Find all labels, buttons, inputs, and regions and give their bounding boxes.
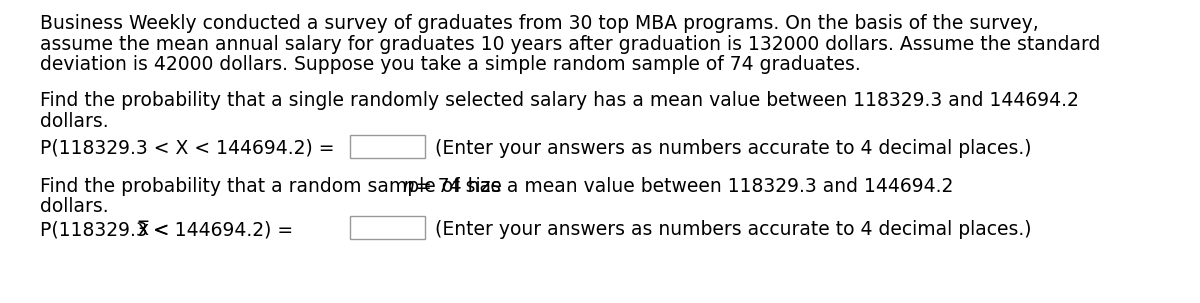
Text: (Enter your answers as numbers accurate to 4 decimal places.): (Enter your answers as numbers accurate … xyxy=(436,138,1032,158)
Text: P(118329.3 < X < 144694.2) =: P(118329.3 < X < 144694.2) = xyxy=(40,138,335,158)
Text: = 74 has a mean value between 118329.3 and 144694.2: = 74 has a mean value between 118329.3 a… xyxy=(410,177,953,196)
FancyBboxPatch shape xyxy=(350,216,425,239)
Text: dollars.: dollars. xyxy=(40,198,109,217)
Text: n: n xyxy=(402,177,414,196)
Text: deviation is 42000 dollars. Suppose you take a simple random sample of 74 gradua: deviation is 42000 dollars. Suppose you … xyxy=(40,55,860,74)
FancyBboxPatch shape xyxy=(350,135,425,158)
Text: x̅: x̅ xyxy=(137,220,148,239)
Text: assume the mean annual salary for graduates 10 years after graduation is 132000 : assume the mean annual salary for gradua… xyxy=(40,35,1100,54)
Text: < 144694.2) =: < 144694.2) = xyxy=(148,220,293,239)
Text: Find the probability that a random sample of size: Find the probability that a random sampl… xyxy=(40,177,508,196)
Text: Business Weekly conducted a survey of graduates from 30 top MBA programs. On the: Business Weekly conducted a survey of gr… xyxy=(40,14,1039,33)
Text: P(118329.3 <: P(118329.3 < xyxy=(40,220,175,239)
Text: dollars.: dollars. xyxy=(40,112,109,131)
Text: Find the probability that a single randomly selected salary has a mean value bet: Find the probability that a single rando… xyxy=(40,92,1079,111)
Text: (Enter your answers as numbers accurate to 4 decimal places.): (Enter your answers as numbers accurate … xyxy=(436,220,1032,239)
